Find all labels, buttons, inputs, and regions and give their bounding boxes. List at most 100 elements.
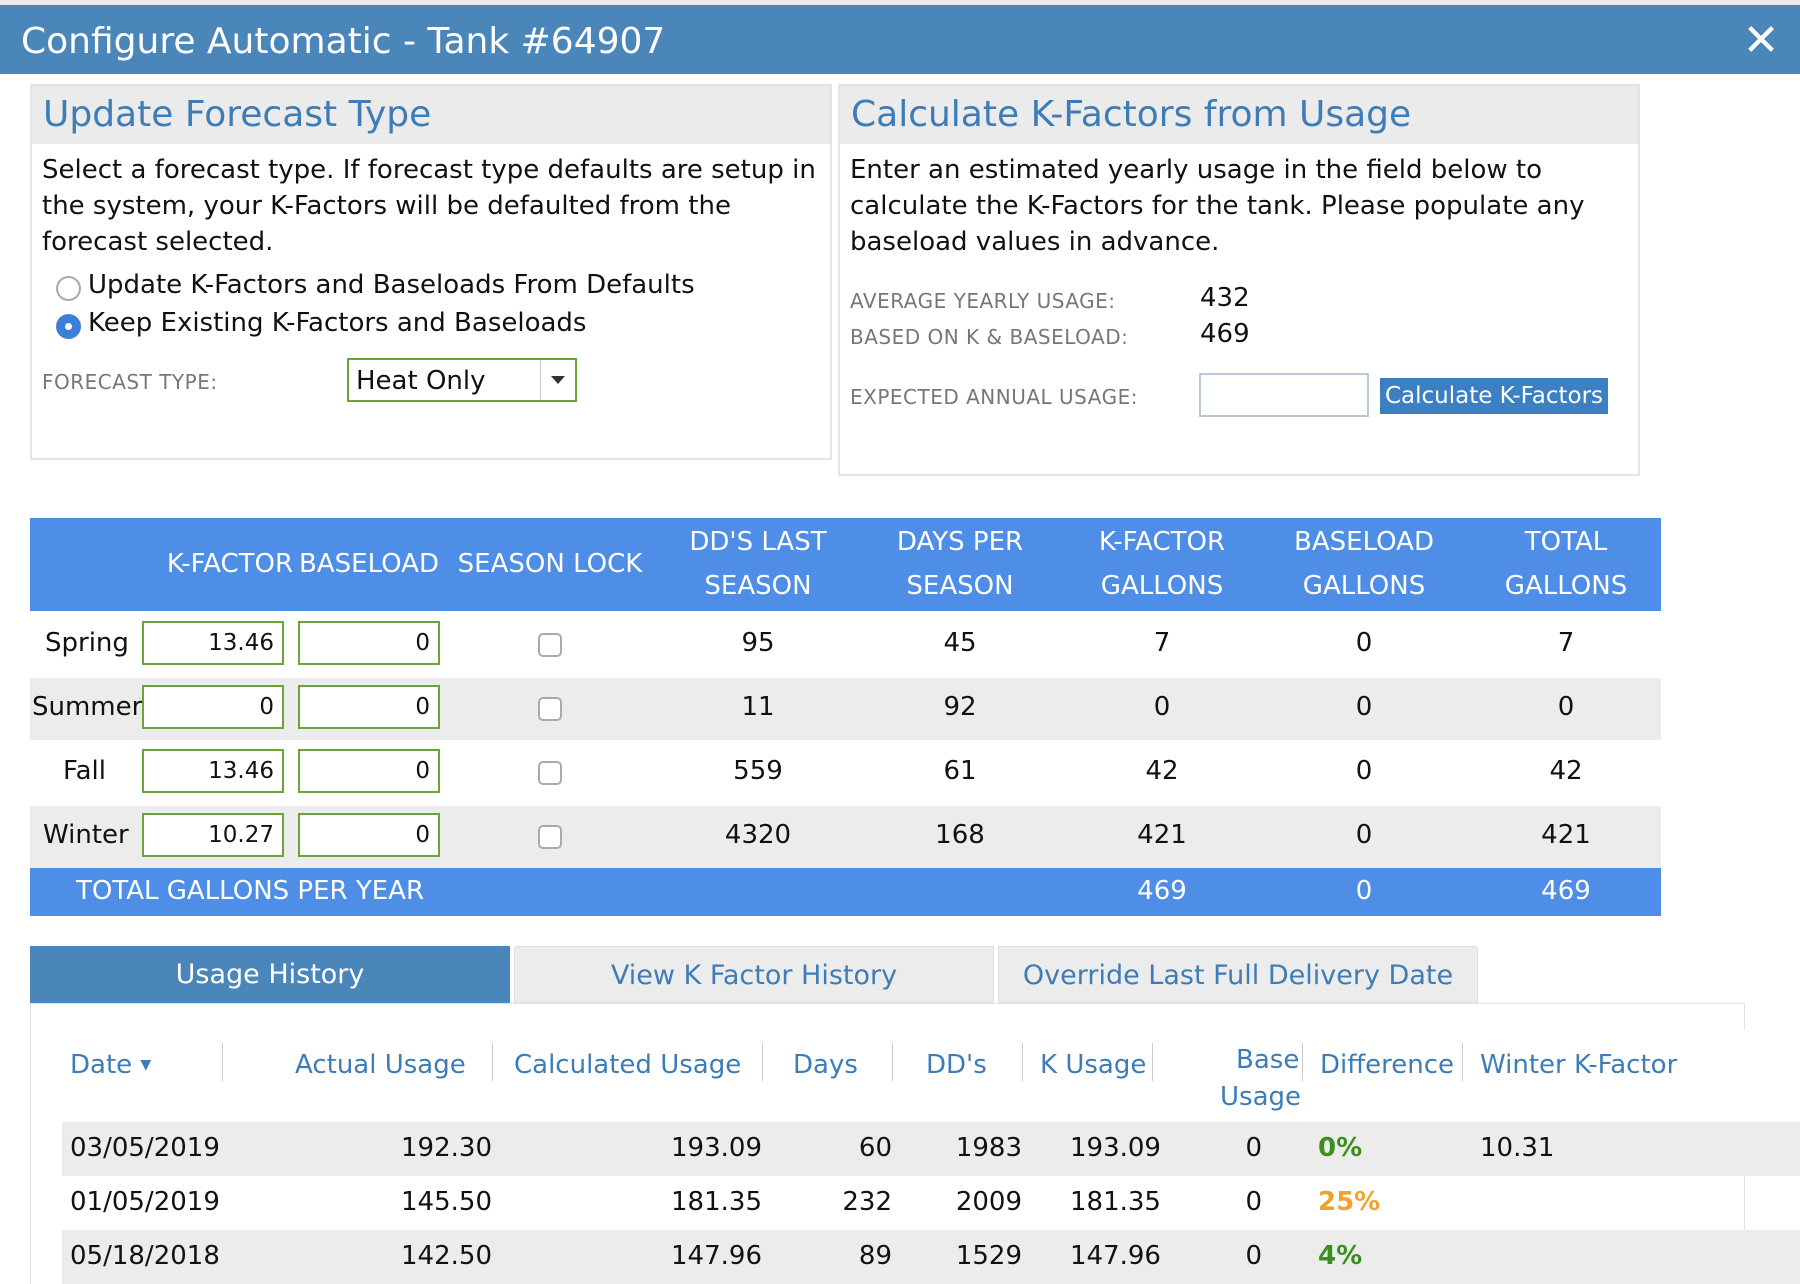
dialog-title: Configure Automatic - Tank #64907 (21, 21, 666, 62)
kfactor-input[interactable]: 13.46 (142, 749, 284, 793)
col-season-lock: SEASON LOCK (457, 549, 643, 579)
radio-keep-existing-label[interactable]: Keep Existing K-Factors and Baseloads (88, 308, 587, 338)
close-icon[interactable]: ✕ (1742, 15, 1780, 66)
season-lock-checkbox[interactable] (538, 633, 562, 657)
days-per-season: 168 (935, 820, 985, 850)
radio-update-defaults[interactable] (56, 276, 81, 301)
chevron-down-icon[interactable] (540, 360, 575, 400)
history-row[interactable]: 01/05/2019 145.50 181.35 232 2009 181.35… (62, 1176, 1800, 1230)
history-base: 0 (1245, 1133, 1262, 1163)
history-col-date[interactable]: Date ▼ (70, 1050, 152, 1080)
season-label: Fall (63, 756, 106, 786)
kfactor-input[interactable]: 10.27 (142, 813, 284, 857)
calc-panel-header: Calculate K-Factors from Usage (840, 86, 1638, 144)
col-days-1: DAYS PER (896, 527, 1024, 557)
history-col-actual[interactable]: Actual Usage (295, 1050, 466, 1080)
baseload-input[interactable]: 0 (298, 749, 440, 793)
kfactor-row-winter: Winter 10.27 0 4320 168 421 0 421 (30, 806, 1661, 868)
column-divider[interactable] (1462, 1043, 1463, 1081)
column-divider[interactable] (222, 1043, 223, 1081)
season-lock-checkbox[interactable] (538, 697, 562, 721)
col-tgal-1: TOTAL (1524, 527, 1608, 557)
col-dd-last-2: SEASON (704, 571, 812, 601)
season-label: Winter (43, 820, 129, 850)
history-base: 0 (1245, 1187, 1262, 1217)
history-dds: 1529 (955, 1241, 1022, 1271)
forecast-panel-title: Update Forecast Type (43, 94, 432, 135)
history-actual: 142.50 (401, 1241, 492, 1271)
total-kfactor-gallons: 469 (1137, 876, 1187, 906)
history-days: 89 (858, 1241, 892, 1271)
kfactor-total-row: TOTAL GALLONS PER YEAR 469 0 469 (30, 868, 1661, 916)
history-base: 0 (1245, 1241, 1262, 1271)
total-total-gallons: 469 (1541, 876, 1591, 906)
tab-override-delivery-date[interactable]: Override Last Full Delivery Date (998, 946, 1478, 1003)
total-gallons: 0 (1557, 692, 1575, 722)
dd-last-season: 95 (741, 628, 775, 658)
dd-last-season: 4320 (724, 820, 792, 850)
season-label: Spring (45, 628, 129, 658)
radio-update-defaults-label[interactable]: Update K-Factors and Baseloads From Defa… (88, 270, 695, 300)
history-difference: 25% (1318, 1187, 1381, 1217)
history-col-days[interactable]: Days (793, 1050, 858, 1080)
history-col-dds[interactable]: DD's (926, 1050, 987, 1080)
history-actual: 145.50 (401, 1187, 492, 1217)
total-label: TOTAL GALLONS PER YEAR (76, 876, 425, 906)
history-col-kusage[interactable]: K Usage (1040, 1050, 1147, 1080)
col-kgal-1: K-FACTOR (1098, 527, 1226, 557)
history-col-difference[interactable]: Difference (1320, 1050, 1455, 1080)
history-row[interactable]: 03/05/2019 192.30 193.09 60 1983 193.09 … (62, 1122, 1800, 1176)
days-per-season: 61 (943, 756, 977, 786)
tab-usage-history[interactable]: Usage History (30, 946, 510, 1003)
forecast-type-label: FORECAST TYPE: (42, 370, 218, 394)
kfactor-input[interactable]: 0 (142, 685, 284, 729)
col-baseload: BASELOAD (299, 549, 439, 579)
column-divider[interactable] (762, 1043, 763, 1081)
history-col-base-1[interactable]: Base (1236, 1045, 1300, 1075)
forecast-type-select[interactable]: Heat Only (347, 358, 577, 402)
season-lock-checkbox[interactable] (538, 761, 562, 785)
col-bgal-2: GALLONS (1302, 571, 1426, 601)
history-col-calculated[interactable]: Calculated Usage (514, 1050, 742, 1080)
radio-keep-existing[interactable] (56, 314, 81, 339)
history-winter-k: 10.31 (1480, 1133, 1555, 1163)
history-days: 60 (858, 1133, 892, 1163)
days-per-season: 92 (943, 692, 977, 722)
total-gallons: 42 (1549, 756, 1583, 786)
history-col-base-2[interactable]: Usage (1220, 1082, 1302, 1112)
calculate-kfactors-button[interactable]: Calculate K-Factors (1380, 378, 1608, 414)
history-kusage: 181.35 (1070, 1187, 1161, 1217)
history-date: 03/05/2019 (70, 1133, 220, 1163)
kfactor-row-spring: Spring 13.46 0 95 45 7 0 7 (30, 614, 1661, 676)
kfactor-input[interactable]: 13.46 (142, 621, 284, 665)
col-tgal-2: GALLONS (1504, 571, 1628, 601)
baseload-input[interactable]: 0 (298, 685, 440, 729)
expected-annual-usage-input[interactable] (1199, 373, 1369, 417)
tab-kfactor-history[interactable]: View K Factor History (514, 946, 994, 1003)
col-kgal-2: GALLONS (1100, 571, 1224, 601)
forecast-type-value: Heat Only (356, 366, 486, 396)
column-divider[interactable] (492, 1043, 493, 1081)
history-days: 232 (842, 1187, 892, 1217)
background-strip (0, 0, 1800, 8)
season-lock-checkbox[interactable] (538, 825, 562, 849)
kfactor-gallons: 42 (1145, 756, 1179, 786)
column-divider[interactable] (1152, 1043, 1153, 1081)
total-gallons: 7 (1557, 628, 1575, 658)
kfactor-gallons: 421 (1137, 820, 1187, 850)
sort-down-icon[interactable]: ▼ (140, 1057, 152, 1073)
col-days-2: SEASON (906, 571, 1014, 601)
history-calculated: 193.09 (671, 1133, 762, 1163)
column-divider[interactable] (1302, 1043, 1303, 1081)
history-difference: 0% (1318, 1133, 1363, 1163)
column-divider[interactable] (1022, 1043, 1023, 1081)
baseload-input[interactable]: 0 (298, 621, 440, 665)
baseload-input[interactable]: 0 (298, 813, 440, 857)
history-row[interactable]: 05/18/2018 142.50 147.96 89 1529 147.96 … (62, 1230, 1800, 1284)
col-dd-last-1: DD'S LAST (689, 527, 827, 557)
kfactor-row-fall: Fall 13.46 0 559 61 42 0 42 (30, 742, 1661, 804)
column-divider[interactable] (892, 1043, 893, 1081)
calc-panel-title: Calculate K-Factors from Usage (851, 94, 1412, 135)
history-col-winter-k[interactable]: Winter K-Factor (1480, 1050, 1678, 1080)
dd-last-season: 559 (733, 756, 783, 786)
